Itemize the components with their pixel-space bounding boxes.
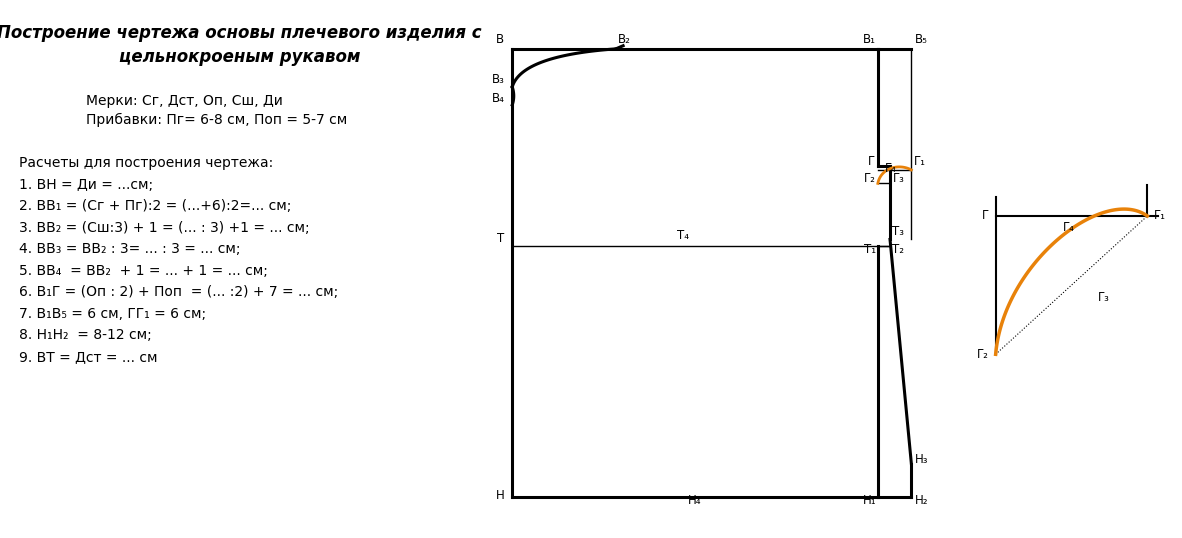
Text: 3. ВВ₂ = (Сш:3) + 1 = (... : 3) +1 = ... см;: 3. ВВ₂ = (Сш:3) + 1 = (... : 3) +1 = ...… xyxy=(19,221,310,235)
Text: Г: Г xyxy=(982,209,989,223)
Text: Н: Н xyxy=(495,489,505,501)
Text: Г₃: Г₃ xyxy=(1097,291,1110,305)
Text: Н₁: Н₁ xyxy=(863,494,877,507)
Text: В₁: В₁ xyxy=(863,33,876,46)
Text: Прибавки: Пг= 6-8 см, Поп = 5-7 см: Прибавки: Пг= 6-8 см, Поп = 5-7 см xyxy=(86,113,348,127)
Text: Построение чертежа основы плечевого изделия с: Построение чертежа основы плечевого изде… xyxy=(0,24,482,42)
Text: В₅: В₅ xyxy=(915,33,927,46)
Text: Т: Т xyxy=(498,232,505,245)
Text: 2. ВВ₁ = (Сг + Пг):2 = (...+6):2=... см;: 2. ВВ₁ = (Сг + Пг):2 = (...+6):2=... см; xyxy=(19,199,292,213)
Text: цельнокроеным рукавом: цельнокроеным рукавом xyxy=(118,48,361,66)
Text: Т₁: Т₁ xyxy=(864,243,877,256)
Text: Расчеты для построения чертежа:: Расчеты для построения чертежа: xyxy=(19,156,273,170)
Text: Г: Г xyxy=(869,155,876,168)
Text: Г₂: Г₂ xyxy=(978,348,989,361)
Text: Н₃: Н₃ xyxy=(915,453,928,466)
Text: Г₁: Г₁ xyxy=(1154,209,1165,223)
Text: В: В xyxy=(496,33,505,46)
Text: 4. ВВ₃ = ВВ₂ : 3= ... : 3 = ... см;: 4. ВВ₃ = ВВ₂ : 3= ... : 3 = ... см; xyxy=(19,242,241,256)
Text: В₃: В₃ xyxy=(492,73,505,86)
Text: 6. В₁Г = (Оп : 2) + Поп  = (... :2) + 7 = ... см;: 6. В₁Г = (Оп : 2) + Поп = (... :2) + 7 =… xyxy=(19,285,338,299)
Text: 7. В₁В₅ = 6 см, ГГ₁ = 6 см;: 7. В₁В₅ = 6 см, ГГ₁ = 6 см; xyxy=(19,307,207,321)
Text: В₂: В₂ xyxy=(618,33,630,46)
Text: Н₂: Н₂ xyxy=(915,494,928,507)
Text: 5. ВВ₄  = ВВ₂  + 1 = ... + 1 = ... см;: 5. ВВ₄ = ВВ₂ + 1 = ... + 1 = ... см; xyxy=(19,264,268,278)
Text: Т₂: Т₂ xyxy=(892,243,904,256)
Text: Г₁: Г₁ xyxy=(914,155,926,168)
Text: Т₄: Т₄ xyxy=(677,229,689,242)
Text: Г₂: Г₂ xyxy=(864,172,876,185)
Text: Н₄: Н₄ xyxy=(688,494,702,507)
Text: Г₃: Г₃ xyxy=(892,172,904,185)
Text: Г₄: Г₄ xyxy=(884,162,896,175)
Text: 1. ВН = Ди = ...см;: 1. ВН = Ди = ...см; xyxy=(19,178,154,192)
Text: Г₄: Г₄ xyxy=(1064,222,1076,235)
Text: Т₃: Т₃ xyxy=(892,225,904,238)
Text: 8. Н₁Н₂  = 8-12 см;: 8. Н₁Н₂ = 8-12 см; xyxy=(19,328,152,342)
Text: 9. ВТ = Дст = ... см: 9. ВТ = Дст = ... см xyxy=(19,350,157,364)
Text: В₄: В₄ xyxy=(492,92,505,105)
Text: Мерки: Сг, Дст, Оп, Сш, Ди: Мерки: Сг, Дст, Оп, Сш, Ди xyxy=(86,94,282,108)
